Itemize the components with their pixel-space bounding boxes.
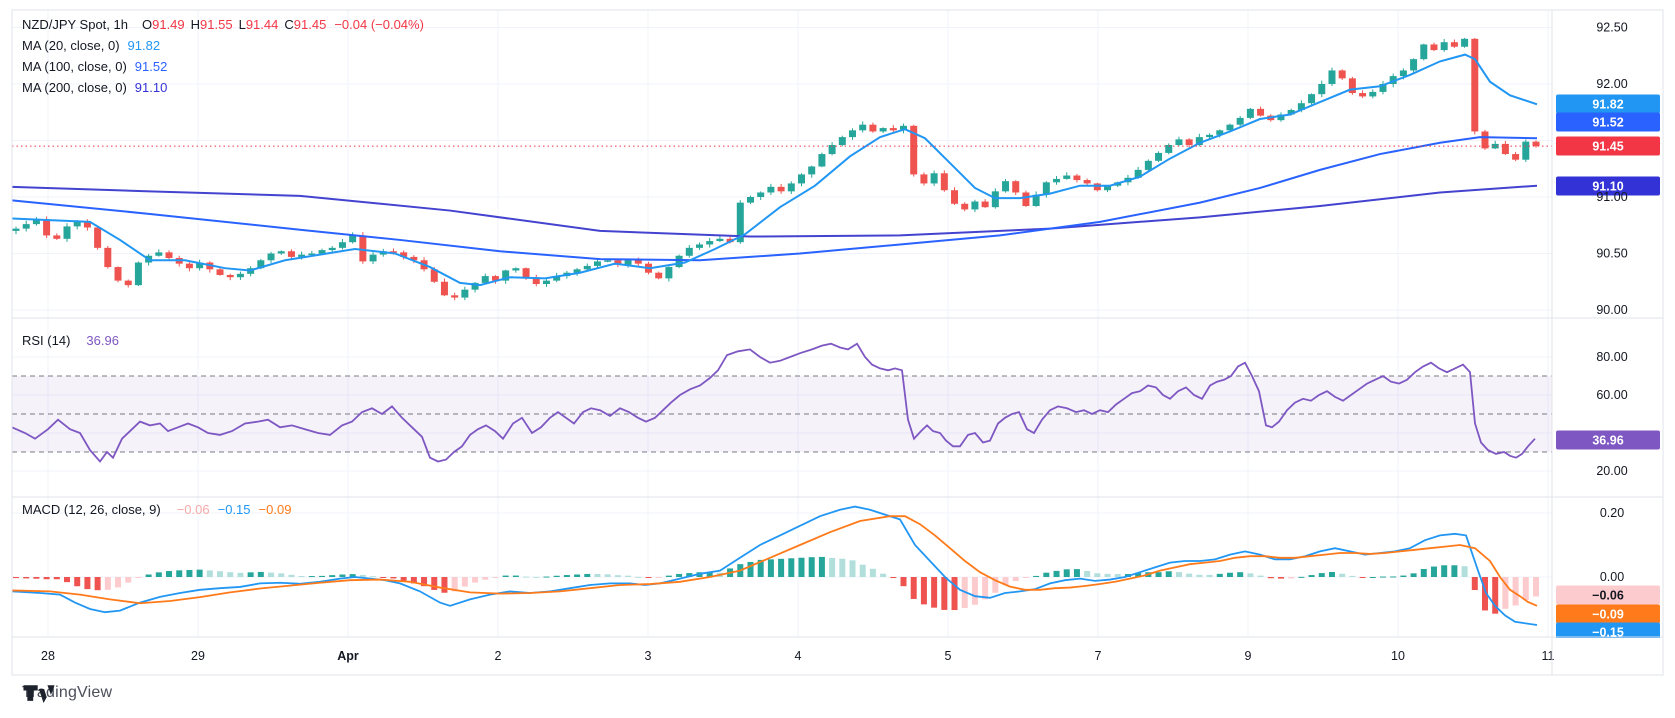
- time-axis-strip[interactable]: [13, 638, 1662, 674]
- time-axis-label: 3: [645, 649, 652, 663]
- axis-badge: −0.06: [1592, 589, 1624, 603]
- rsi-band: [12, 375, 1552, 453]
- ma200-legend-label[interactable]: MA (200, close, 0): [22, 80, 127, 95]
- ohlc-open-value: 91.49: [152, 17, 185, 32]
- price-axis-scale[interactable]: [1552, 10, 1663, 637]
- macd-axis-label: 0.20: [1600, 506, 1624, 520]
- axis-badge: 91.52: [1592, 116, 1623, 130]
- rsi-axis-label: 20.00: [1596, 464, 1627, 478]
- macd-line: [11, 505, 1538, 626]
- rsi-line: [11, 342, 1536, 463]
- price-axis-label: 90.00: [1596, 303, 1627, 317]
- macd-signal-value: −0.09: [258, 502, 292, 517]
- macd-signal-line: [11, 515, 1538, 607]
- symbol-legend: NZD/JPY Spot, 1h O91.49 H91.55 L91.44 C91.45…: [22, 14, 424, 98]
- price-axis-badges: 91.82 91.52 91.45 91.10 36.96 −0.06 −0.09 −0.15: [1556, 94, 1660, 642]
- ohlc-high-value: 91.55: [200, 17, 233, 32]
- price-axis-label: 90.50: [1596, 247, 1627, 261]
- axis-badge: −0.09: [1592, 608, 1624, 622]
- axis-badge: 91.10: [1592, 180, 1623, 194]
- time-axis-label: 11: [1542, 649, 1555, 663]
- macd-axis-label: 0.00: [1600, 570, 1624, 584]
- time-axis-label: 9: [1245, 649, 1252, 663]
- ohlc-close-label: C: [284, 17, 294, 32]
- time-axis-label: 7: [1095, 649, 1102, 663]
- gridlines: [12, 10, 1552, 637]
- time-axis-label: 10: [1391, 649, 1405, 663]
- ohlc-low-label: L: [238, 17, 246, 32]
- ma100-legend-value: 91.52: [134, 59, 168, 74]
- ma200-legend-value: 91.10: [134, 80, 168, 95]
- axis-badge: −0.15: [1592, 626, 1624, 640]
- ohlc-open-label: O: [141, 17, 153, 32]
- time-axis-label: Apr: [337, 649, 359, 663]
- rsi-axis-label: 60.00: [1596, 388, 1627, 402]
- pane-borders: [11, 9, 1664, 676]
- ma100-line: [11, 136, 1538, 262]
- macd-hist-value: −0.06: [176, 502, 210, 517]
- axis-labels: 92.5092.0091.0090.5090.0080.0060.0020.00…: [41, 21, 1628, 664]
- time-axis-label: 4: [795, 649, 802, 663]
- rsi-pane[interactable]: [12, 318, 1552, 497]
- ohlc-low-value: 91.44: [245, 17, 279, 32]
- price-axis-label: 92.00: [1596, 77, 1627, 91]
- rsi-axis-label: 80.00: [1596, 350, 1627, 364]
- ma200-line: [11, 184, 1538, 238]
- macd-legend-label[interactable]: MACD (12, 26, close, 9): [22, 502, 161, 517]
- time-axis-label: 5: [945, 649, 952, 663]
- ma20-legend-value: 91.82: [127, 38, 161, 53]
- ma100-legend-label[interactable]: MA (100, close, 0): [22, 59, 127, 74]
- tradingview-logo-icon: [23, 685, 55, 704]
- ma20-line: [11, 53, 1538, 287]
- macd-pane[interactable]: [12, 497, 1552, 637]
- price-axis-label: 92.50: [1596, 21, 1627, 35]
- price-axis-label: 91.00: [1596, 190, 1627, 204]
- change-value: −0.04 (−0.04%): [334, 17, 424, 32]
- macd-line-value: −0.15: [217, 502, 251, 517]
- ohlc-close-value: 91.45: [293, 17, 327, 32]
- axis-badge: 91.45: [1592, 140, 1623, 154]
- ohlc-high-label: H: [190, 17, 201, 32]
- time-axis-scale[interactable]: [12, 637, 1663, 675]
- time-axis-label: 2: [495, 649, 502, 663]
- tradingview-logo[interactable]: TradingView: [22, 684, 112, 704]
- rsi-legend-label[interactable]: RSI (14): [22, 333, 71, 348]
- rsi-legend: RSI (14) 36.96: [22, 333, 119, 348]
- time-axis-label: 28: [41, 649, 55, 663]
- axis-badge: 36.96: [1592, 434, 1623, 448]
- macd-legend: MACD (12, 26, close, 9) −0.06 −0.15 −0.09: [22, 502, 291, 517]
- ma20-legend-label[interactable]: MA (20, close, 0): [22, 38, 120, 53]
- rsi-legend-value: 36.96: [86, 333, 119, 348]
- axis-badge: 91.82: [1592, 98, 1623, 112]
- symbol-title[interactable]: NZD/JPY Spot, 1h: [22, 17, 128, 32]
- time-axis-label: 29: [191, 649, 205, 663]
